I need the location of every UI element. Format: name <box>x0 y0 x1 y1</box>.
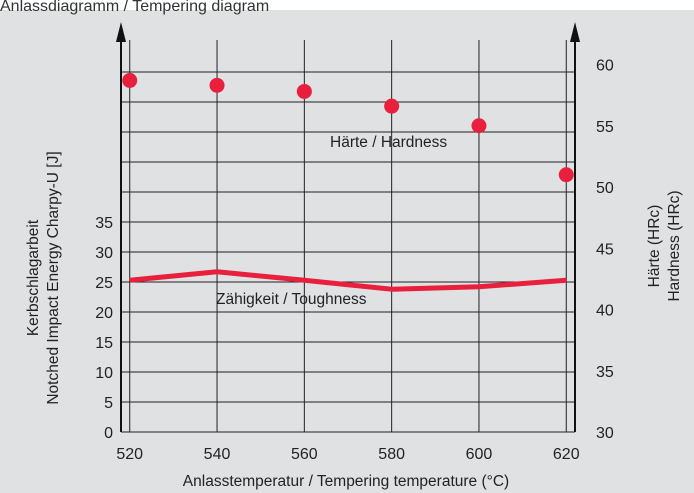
x-tick-label: 580 <box>378 446 405 463</box>
hardness-point <box>122 72 138 88</box>
y-left-tick-label: 30 <box>95 245 113 262</box>
toughness-line <box>129 269 567 292</box>
y-left-tick-label: 15 <box>95 335 113 352</box>
axes <box>116 22 580 432</box>
y-left-tick-label: 35 <box>95 215 113 232</box>
series <box>122 72 574 292</box>
hardness-point <box>296 83 312 99</box>
right-axis-arrow <box>570 22 580 42</box>
y-left-axis-title-line2: Notched Impact Energy Charpy-U [J] <box>45 151 62 404</box>
left-axis-arrow <box>116 22 126 42</box>
hardness-point <box>209 77 225 93</box>
y-right-tick-label: 55 <box>596 119 614 136</box>
x-tick-label: 600 <box>466 446 493 463</box>
y-left-tick-label: 5 <box>104 395 113 412</box>
y-right-tick-label: 30 <box>596 425 614 442</box>
hardness-point <box>384 98 400 114</box>
y-right-axis-title-line2: Hardness (HRc) <box>666 190 683 301</box>
toughness-series-label: Zähigkeit / Toughness <box>216 291 367 308</box>
y-right-tick-label: 35 <box>596 364 614 381</box>
x-tick-label: 560 <box>291 446 318 463</box>
y-right-axis-title-line1: Härte (HRc) <box>646 205 663 288</box>
y-left-axis-title-line1: Kerbschlagarbeit <box>25 219 42 336</box>
y-right-tick-label: 60 <box>596 58 614 75</box>
y-left-tick-label: 20 <box>95 305 113 322</box>
hardness-series-label: Härte / Hardness <box>330 134 447 151</box>
x-axis-title: Anlasstemperatur / Tempering temperature… <box>183 473 509 490</box>
tick-labels: 520 540 560 580 600 620 0 5 10 15 20 25 30 35 30 35 40 45… <box>95 58 614 464</box>
y-left-tick-label: 25 <box>95 275 113 292</box>
x-tick-label: 520 <box>116 446 143 463</box>
y-left-tick-label: 0 <box>104 425 113 442</box>
hardness-point <box>558 167 574 183</box>
y-right-tick-label: 50 <box>596 180 614 197</box>
hardness-point <box>471 118 487 134</box>
x-tick-label: 620 <box>553 446 580 463</box>
y-right-tick-label: 45 <box>596 241 614 258</box>
y-left-tick-label: 10 <box>95 365 113 382</box>
chart-title-cut: Anlassdiagramm / Tempering diagram <box>0 0 270 15</box>
x-tick-label: 540 <box>204 446 231 463</box>
grid <box>121 40 575 433</box>
y-right-tick-label: 40 <box>596 303 614 320</box>
